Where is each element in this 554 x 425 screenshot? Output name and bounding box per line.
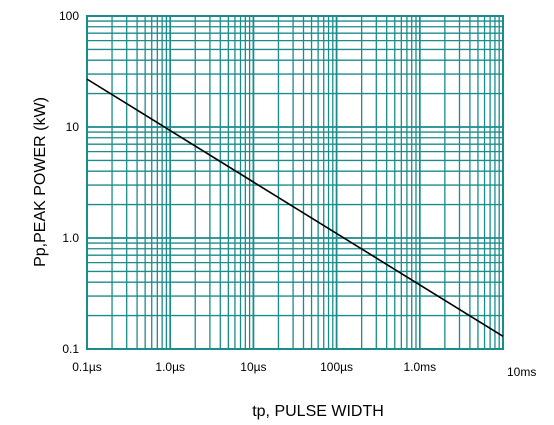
y-tick-label: 10 [66, 120, 80, 134]
y-tick-label: 0.1 [62, 342, 79, 356]
x-tick-label: 10ms [507, 365, 536, 379]
x-tick-labels: 0.1µs 1.0µs 10µs 100µs 1.0ms 10ms [72, 360, 536, 379]
x-tick-label: 1.0µs [155, 360, 185, 374]
y-tick-label: 1.0 [62, 231, 79, 245]
y-tick-labels: 0.1 1.0 10 100 [59, 9, 79, 356]
plot-frame [86, 15, 504, 350]
series [86, 78, 504, 338]
grid [86, 15, 504, 350]
y-axis-title: Pp,PEAK POWER (kW) [32, 97, 49, 267]
y-tick-label: 100 [59, 9, 79, 23]
x-tick-label: 1.0ms [403, 360, 436, 374]
x-tick-label: 10µs [240, 360, 266, 374]
x-tick-label: 0.1µs [72, 360, 102, 374]
x-axis-title: tp, PULSE WIDTH [252, 403, 384, 420]
series-line [86, 78, 504, 338]
x-tick-label: 100µs [320, 360, 353, 374]
